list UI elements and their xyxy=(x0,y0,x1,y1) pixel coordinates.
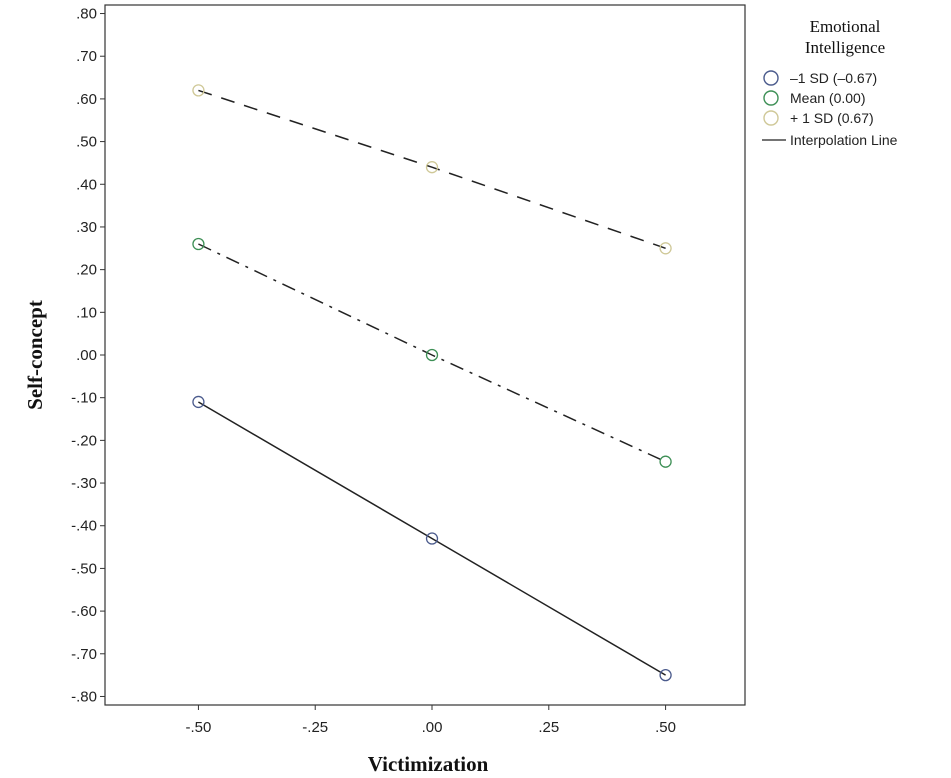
series-2-point xyxy=(425,161,439,174)
y-tick-label: -.20 xyxy=(71,432,97,449)
y-tick-label: .60 xyxy=(76,91,97,108)
y-tick-label: -.60 xyxy=(71,603,97,620)
series-0-point xyxy=(192,395,205,409)
series-1-point xyxy=(659,455,672,468)
series-0-point xyxy=(659,668,672,682)
legend-marker xyxy=(763,90,779,106)
series-1-point xyxy=(425,348,439,362)
y-tick-label: -.10 xyxy=(71,390,97,407)
x-tick-label: .50 xyxy=(655,719,676,736)
x-tick-label: .25 xyxy=(538,719,559,736)
x-tick-label: -.50 xyxy=(186,719,212,736)
series-2-point xyxy=(659,242,672,255)
y-tick-label: .80 xyxy=(76,6,97,23)
y-tick-label: .10 xyxy=(76,304,97,321)
y-tick-label: .70 xyxy=(76,48,97,65)
y-tick-label: -.50 xyxy=(71,560,97,577)
y-tick-label: .20 xyxy=(76,262,97,279)
series-line-0 xyxy=(198,401,666,676)
series-lines xyxy=(198,89,666,676)
legend-title-line2: Intelligence xyxy=(805,38,885,57)
y-tick-label: .30 xyxy=(76,219,97,236)
series-line-1 xyxy=(198,243,666,463)
series-1-point xyxy=(192,237,205,251)
y-tick-label: .50 xyxy=(76,134,97,151)
legend-title-line1: Emotional xyxy=(810,17,881,36)
legend-label: + 1 SD (0.67) xyxy=(790,110,874,126)
y-tick-label: -.30 xyxy=(71,475,97,492)
y-axis-title: Self-concept xyxy=(23,300,47,410)
plot-frame xyxy=(104,4,746,706)
x-axis-title: Victimization xyxy=(368,752,489,776)
y-tick-label: .00 xyxy=(76,347,97,364)
series-2-point xyxy=(192,84,205,97)
y-tick-label: -.40 xyxy=(71,518,97,535)
x-tick-label: .00 xyxy=(422,719,443,736)
axis-ticks: .80 .70 .60 .50 .40 .30 .20 .10 .00 -.10 -.20 -.30 -… xyxy=(71,6,676,736)
legend-label: Mean (0.00) xyxy=(790,90,865,106)
legend-marker xyxy=(763,70,779,86)
y-tick-label: -.70 xyxy=(71,646,97,663)
legend-label: –1 SD (–0.67) xyxy=(790,70,877,86)
series-line-2 xyxy=(198,89,666,250)
legend-interpolation-label: Interpolation Line xyxy=(790,132,898,148)
series-points xyxy=(192,84,672,682)
x-tick-label: -.25 xyxy=(302,719,328,736)
legend-marker xyxy=(763,110,779,126)
y-tick-label: .40 xyxy=(76,176,97,193)
legend-items: –1 SD (–0.67) Mean (0.00) + 1 SD (0.67) xyxy=(763,70,877,126)
series-0-point xyxy=(425,532,439,545)
legend: Emotional Intelligence –1 SD (–0.67) Mean… xyxy=(762,17,898,148)
y-tick-label: -.80 xyxy=(71,688,97,705)
